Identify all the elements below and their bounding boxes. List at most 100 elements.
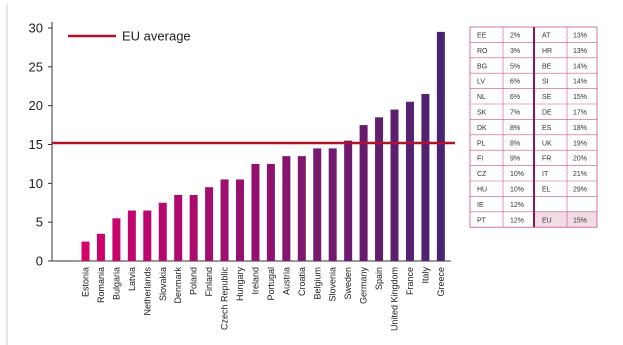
table-cell: SK (477, 110, 487, 117)
table-cell: 8% (510, 125, 520, 132)
bar-denmark (174, 194, 183, 261)
y-tick-label: 15 (29, 137, 43, 152)
y-tick-label: 0 (36, 254, 43, 269)
bar-czech-republic (220, 179, 229, 261)
table-cell: UK (542, 140, 552, 147)
x-category-label: Bulgaria (111, 267, 121, 300)
x-category-label: France (405, 267, 415, 295)
table-cell: FI (477, 156, 483, 163)
x-axis-labels: Estonia Romania Bulgaria Latvia Netherlands S… (81, 267, 446, 332)
bar-hungary (236, 179, 244, 261)
table-cell: 20% (573, 156, 587, 163)
table-cell: HU (477, 187, 487, 194)
bar-greece (436, 31, 445, 262)
bar-france (405, 101, 414, 262)
table-cell: EL (542, 187, 551, 194)
table-cell: AT (542, 33, 551, 40)
x-category-label: Sweden (343, 267, 353, 300)
x-category-label: Latvia (127, 267, 137, 291)
y-tick-label: 30 (29, 21, 43, 36)
country-table: EE 2% RO 3% BG 5% LV 6% NL 6% SK 7% DK 8% PL 8% FI 9% CZ 10… (469, 26, 598, 228)
x-category-label: Croatia (297, 267, 307, 296)
bar-romania (96, 233, 105, 261)
table-cell: BE (542, 63, 552, 70)
table-cell: 6% (510, 79, 520, 86)
table-cell: 29% (573, 187, 587, 194)
x-category-label: Spain (374, 267, 384, 290)
x-category-label: Denmark (173, 267, 183, 304)
table-cell: 10% (510, 187, 524, 194)
table-cell: DK (477, 125, 487, 132)
table-cell: SE (542, 94, 552, 101)
bar-spain (375, 117, 384, 261)
eu-row-highlight (534, 211, 597, 228)
bar-belgium (313, 148, 322, 261)
bar-estonia (81, 241, 90, 261)
bar-germany (359, 125, 368, 261)
x-category-label: Italy (420, 267, 430, 284)
x-category-label: Portugal (266, 267, 276, 301)
bar-poland (189, 194, 198, 261)
legend-label: EU average (122, 29, 191, 44)
table-cell: IE (477, 202, 484, 209)
x-category-label: Hungary (235, 267, 245, 302)
table-cell: 9% (510, 156, 520, 163)
table-cell: 14% (573, 79, 587, 86)
bar-finland (205, 187, 214, 261)
table-cell: RO (477, 48, 488, 55)
y-tick-label: 10 (29, 176, 43, 191)
table-cell: 6% (510, 94, 520, 101)
bar-italy (421, 94, 430, 262)
y-tick-label: 25 (29, 59, 43, 74)
bar-ireland (251, 163, 260, 261)
table-cell: 2% (510, 33, 520, 40)
table-cell: IT (542, 171, 549, 178)
x-category-label: Ireland (250, 267, 260, 295)
table-cell: 3% (510, 48, 520, 55)
bar-croatia (297, 156, 306, 261)
y-tick-label: 20 (29, 98, 43, 113)
table-cell: 13% (573, 33, 587, 40)
table-cell: 8% (510, 140, 520, 147)
y-tick-label: 5 (36, 215, 43, 230)
bar-sweden (344, 140, 353, 261)
bar-austria (282, 156, 291, 261)
bar-netherlands (143, 210, 152, 261)
table-cell: NL (477, 94, 486, 101)
x-category-label: Slovenia (328, 267, 338, 302)
table-cell: DE (542, 110, 552, 117)
table-cell: 18% (573, 125, 587, 132)
table-cell: EU (542, 217, 552, 224)
bar-bulgaria (112, 218, 121, 261)
table-cell: BG (477, 63, 487, 70)
x-category-label: United Kingdom (390, 267, 400, 331)
table-cell: 12% (510, 217, 524, 224)
table-cell: SI (542, 79, 549, 86)
table-cell: 21% (573, 171, 587, 178)
x-category-label: Austria (281, 267, 291, 295)
bar-portugal (266, 163, 275, 261)
table-cell: HR (542, 48, 552, 55)
table-cell: EE (477, 33, 487, 40)
table-cell: 13% (573, 48, 587, 55)
table-cell: 14% (573, 63, 587, 70)
bars-group (81, 31, 445, 262)
x-category-label: Romania (96, 267, 106, 303)
x-category-label: Poland (189, 267, 199, 295)
table-cell: LV (477, 79, 485, 86)
x-category-label: Estonia (81, 267, 91, 297)
table-cell: PT (477, 217, 487, 224)
bar-slovenia (328, 148, 337, 261)
x-category-label: Slovakia (158, 267, 168, 301)
x-category-label: Netherlands (142, 267, 152, 316)
table-cell: 19% (573, 140, 587, 147)
table-cell: FR (542, 156, 551, 163)
table-cell: 17% (573, 110, 587, 117)
legend: EU average (68, 29, 191, 44)
bar-latvia (127, 210, 136, 261)
table-cell: 7% (510, 110, 520, 117)
table-cell: ES (542, 125, 552, 132)
table-cell: 5% (510, 63, 520, 70)
